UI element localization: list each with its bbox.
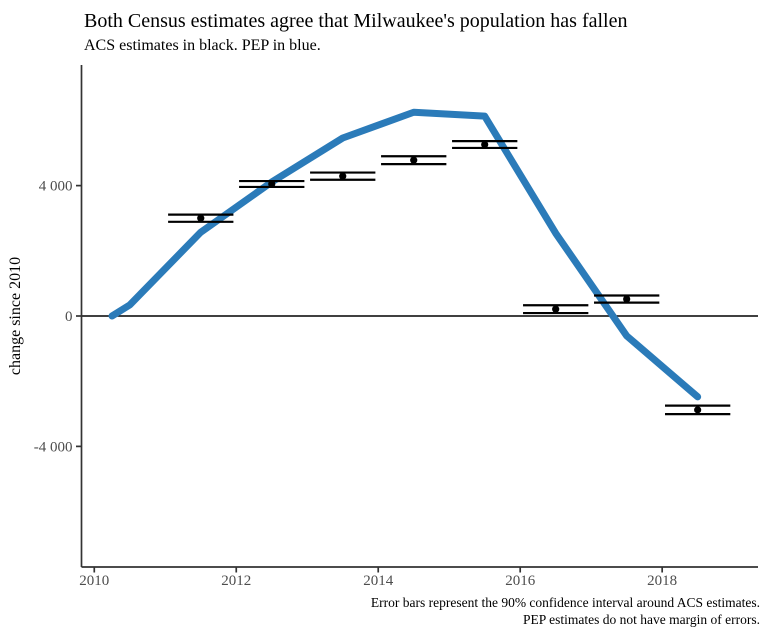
acs-point [339,172,347,180]
pep-line [108,108,702,401]
acs-point [481,140,489,149]
acs-point [694,406,702,414]
y-tick-label: 4 000 [39,179,73,195]
y-axis-label: change since 2010 [7,257,24,375]
chart-caption: Error bars represent the 90% confidence … [371,595,760,628]
chart-title: Both Census estimates agree that Milwauk… [84,10,628,32]
acs-point [268,180,276,188]
x-tick-label: 2016 [505,573,536,589]
acs-point [623,295,631,303]
y-tick-label: 0 [65,309,73,325]
caption-line-2: PEP estimates do not have margin of erro… [523,611,760,627]
chart-subtitle: ACS estimates in black. PEP in blue. [84,37,321,54]
y-tick-label: -4 000 [34,439,73,455]
x-tick-label: 2010 [79,573,109,589]
caption-line-1: Error bars represent the 90% confidence … [370,595,760,610]
acs-point [410,156,418,164]
acs-point [197,214,205,222]
x-tick-label: 2012 [221,573,251,589]
x-tick-label: 2014 [363,573,394,589]
acs-point [552,305,560,313]
x-tick-label: 2018 [647,573,677,589]
